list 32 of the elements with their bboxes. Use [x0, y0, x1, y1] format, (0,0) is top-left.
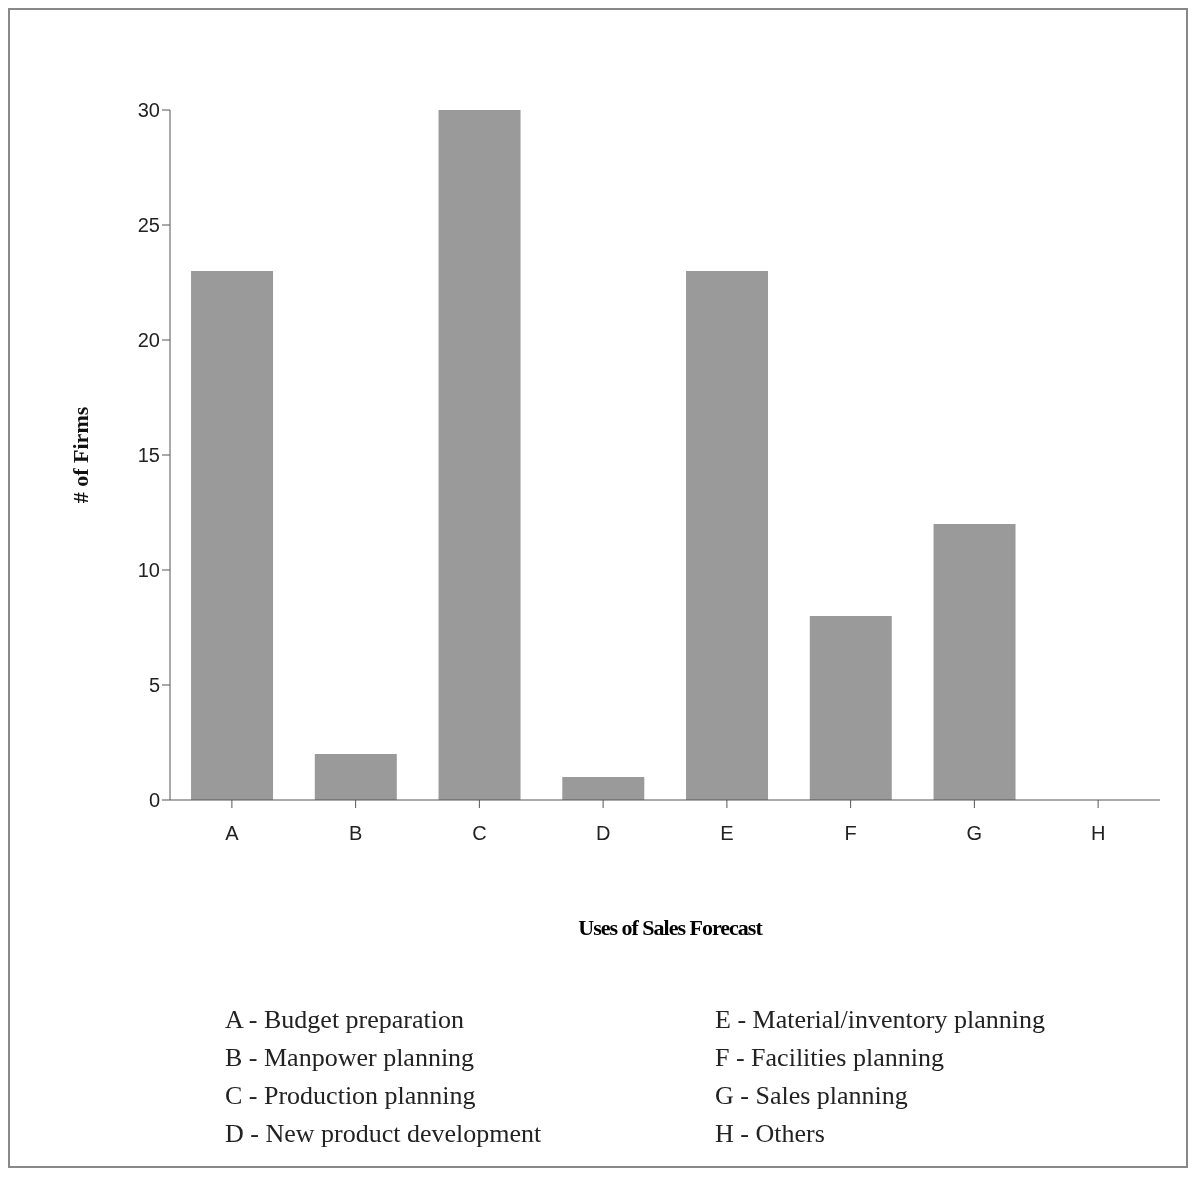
y-tick-label: 10 — [137, 559, 160, 582]
x-tick-label: C — [472, 822, 487, 845]
text: B - Manpower planning — [225, 1043, 476, 1074]
x-tick-label: F — [844, 822, 857, 845]
bar — [562, 777, 645, 800]
bar — [314, 754, 397, 800]
y-tick-label: 5 — [148, 674, 160, 697]
bar — [686, 271, 769, 800]
bar — [809, 616, 892, 800]
x-tick-label: G — [966, 822, 983, 845]
text: H - Others — [715, 1119, 826, 1150]
bar — [933, 524, 1016, 800]
x-tick-label: E — [720, 822, 734, 845]
x-tick-label: B — [348, 822, 363, 845]
y-tick-label: 20 — [137, 329, 160, 352]
x-axis-title: Uses of Sales Forecast — [577, 915, 764, 941]
y-tick-label: 25 — [137, 214, 160, 237]
bar — [438, 110, 521, 800]
text: D - New product development — [225, 1119, 543, 1150]
x-tick-label: A — [225, 822, 240, 845]
bar — [191, 271, 274, 800]
y-tick-label: 15 — [137, 444, 160, 467]
text: G - Sales planning — [715, 1081, 909, 1112]
text: C - Production planning — [225, 1081, 477, 1112]
y-axis-title: # of Firms — [67, 406, 93, 504]
text: E - Material/inventory planning — [715, 1005, 1046, 1036]
y-tick-label: 30 — [137, 99, 160, 122]
text: F - Facilities planning — [715, 1043, 945, 1074]
x-tick-label: D — [595, 822, 611, 845]
text: A - Budget preparation — [225, 1005, 465, 1036]
x-tick-label: H — [1090, 822, 1106, 845]
y-tick-label: 0 — [148, 789, 160, 812]
